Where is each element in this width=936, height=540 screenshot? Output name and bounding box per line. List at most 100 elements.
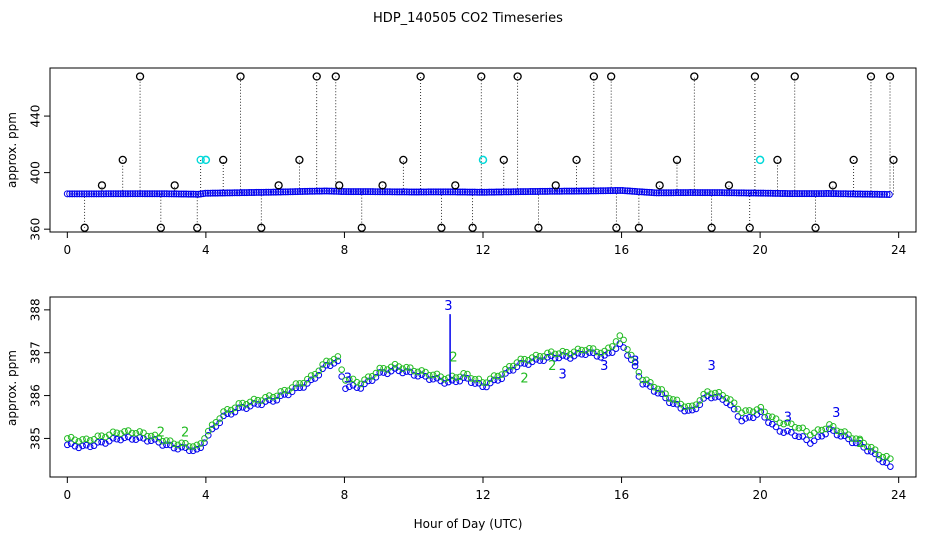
baseline-point [556,187,564,195]
green-series-point [746,407,753,414]
green-series-point [292,380,300,387]
spike-point [612,223,621,232]
green-series-point [803,427,810,435]
green-series-point [509,362,517,370]
baseline-point [78,190,86,198]
spike-point [196,155,205,165]
baseline-point [235,189,243,197]
baseline-point [796,190,804,198]
spike-point [477,72,486,81]
blue-series-point [787,429,795,436]
green-series-point [281,386,288,394]
baseline-point [131,190,139,198]
blue-series-point [829,427,837,434]
spike-point [534,223,543,232]
baseline-point [495,188,503,196]
green-series-point [121,428,128,435]
baseline-point [308,187,316,195]
baseline-point [432,188,440,196]
green-series-point [662,390,669,398]
green-series-point [654,385,662,393]
baseline-point [347,188,355,196]
baseline-point [342,188,350,196]
baseline-point [408,188,416,196]
baseline-point [369,188,377,196]
spike-point [468,223,477,232]
blue-series-point [669,400,677,407]
green-series-point [589,345,597,352]
baseline-point [623,187,631,195]
blue-series-point [277,392,285,400]
blue-series-point [292,384,300,392]
figure-title: HDP_140505 CO2 Timeseries [373,11,563,26]
blue-series-point [742,415,749,422]
baseline-point [820,190,828,198]
green-series-point [231,404,239,412]
baseline-point [825,190,833,198]
baseline-point [526,188,534,196]
baseline-point [233,189,241,197]
baseline-point [587,187,595,195]
green-series-point [818,426,826,434]
green-series-point [860,439,867,447]
green-series-point [810,429,818,437]
green-series-point [94,432,102,440]
blue-series-point [144,438,151,445]
baseline-point [849,190,857,198]
baseline-point [189,190,197,198]
baseline-point [597,187,605,195]
green-series-point [593,348,601,356]
spike-point [572,155,581,165]
green-series-point [578,346,586,354]
blue-series-point [871,450,879,458]
blue-series-point [536,357,544,364]
baseline-point [771,189,779,197]
baseline-point [211,189,219,197]
baseline-point [325,187,333,195]
baseline-point [636,188,644,196]
baseline-point [483,188,491,196]
baseline-point [822,190,830,198]
green-series-point [224,406,231,413]
baseline-point [294,188,302,196]
spike-point [236,72,245,81]
top-y-tick-label: 400 [29,161,43,184]
top-x-axis: 0 4 8 12 16 20 24 [63,232,906,257]
green-series-point [418,367,425,374]
baseline-point [837,190,845,198]
baseline-point [214,189,222,197]
blue-series-point [323,361,330,369]
baseline-point [854,190,862,198]
baseline-point [648,189,656,197]
green-series-point [479,379,486,386]
blue-series-point [304,380,311,387]
green-series-point [814,426,822,433]
baseline-point [185,190,193,198]
green-series-point [395,363,403,370]
baseline-point [277,188,285,196]
blue-series-point [71,442,79,450]
baseline-point [847,190,855,198]
baseline-point [505,188,513,196]
baseline-point [228,189,236,197]
baseline-point [109,190,117,198]
baseline-point [864,190,872,198]
green-series-point [159,437,166,445]
green-series-point [163,437,170,444]
spike-point [312,72,321,81]
green-series-point [296,380,304,387]
bottom-x-tick-label: 0 [63,488,71,502]
baseline-point [330,187,338,195]
green-number-label: 2 [449,350,457,365]
baseline-point [592,187,600,195]
baseline-point [468,188,476,196]
bottom-y-tick-label: 388 [29,298,43,321]
baseline-point [410,188,418,196]
cyan-point [201,155,211,165]
blue-number-label: 3 [784,410,792,425]
blue-series-point [608,349,616,356]
baseline-point [701,189,709,197]
baseline-point [558,187,566,195]
baseline-point [628,187,636,195]
baseline-point [243,189,251,197]
